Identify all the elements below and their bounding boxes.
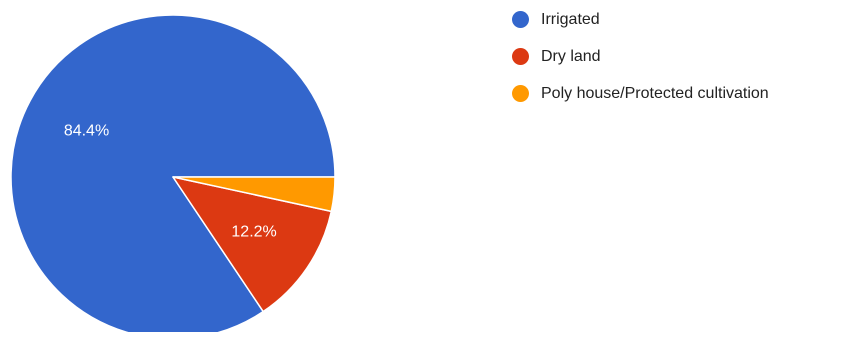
- legend-label-dry-land: Dry land: [541, 47, 601, 65]
- legend-item-irrigated[interactable]: Irrigated: [512, 10, 769, 29]
- legend-swatch-poly-house: [512, 85, 529, 102]
- legend-swatch-dry-land: [512, 48, 529, 65]
- legend-label-poly-house: Poly house/Protected cultivation: [541, 84, 769, 102]
- data-label-irrigated: 84.4%: [64, 122, 109, 139]
- legend-swatch-irrigated: [512, 11, 529, 28]
- data-label-dry-land: 12.2%: [231, 224, 276, 241]
- chart-legend: Irrigated Dry land Poly house/Protected …: [512, 10, 769, 121]
- legend-item-dry-land[interactable]: Dry land: [512, 47, 769, 66]
- legend-label-irrigated: Irrigated: [541, 10, 600, 28]
- pie-slice-dry-land[interactable]: [172, 176, 333, 313]
- pie-slice-poly-house-protected-cultivation[interactable]: [172, 176, 336, 213]
- legend-item-poly-house[interactable]: Poly house/Protected cultivation: [512, 84, 769, 103]
